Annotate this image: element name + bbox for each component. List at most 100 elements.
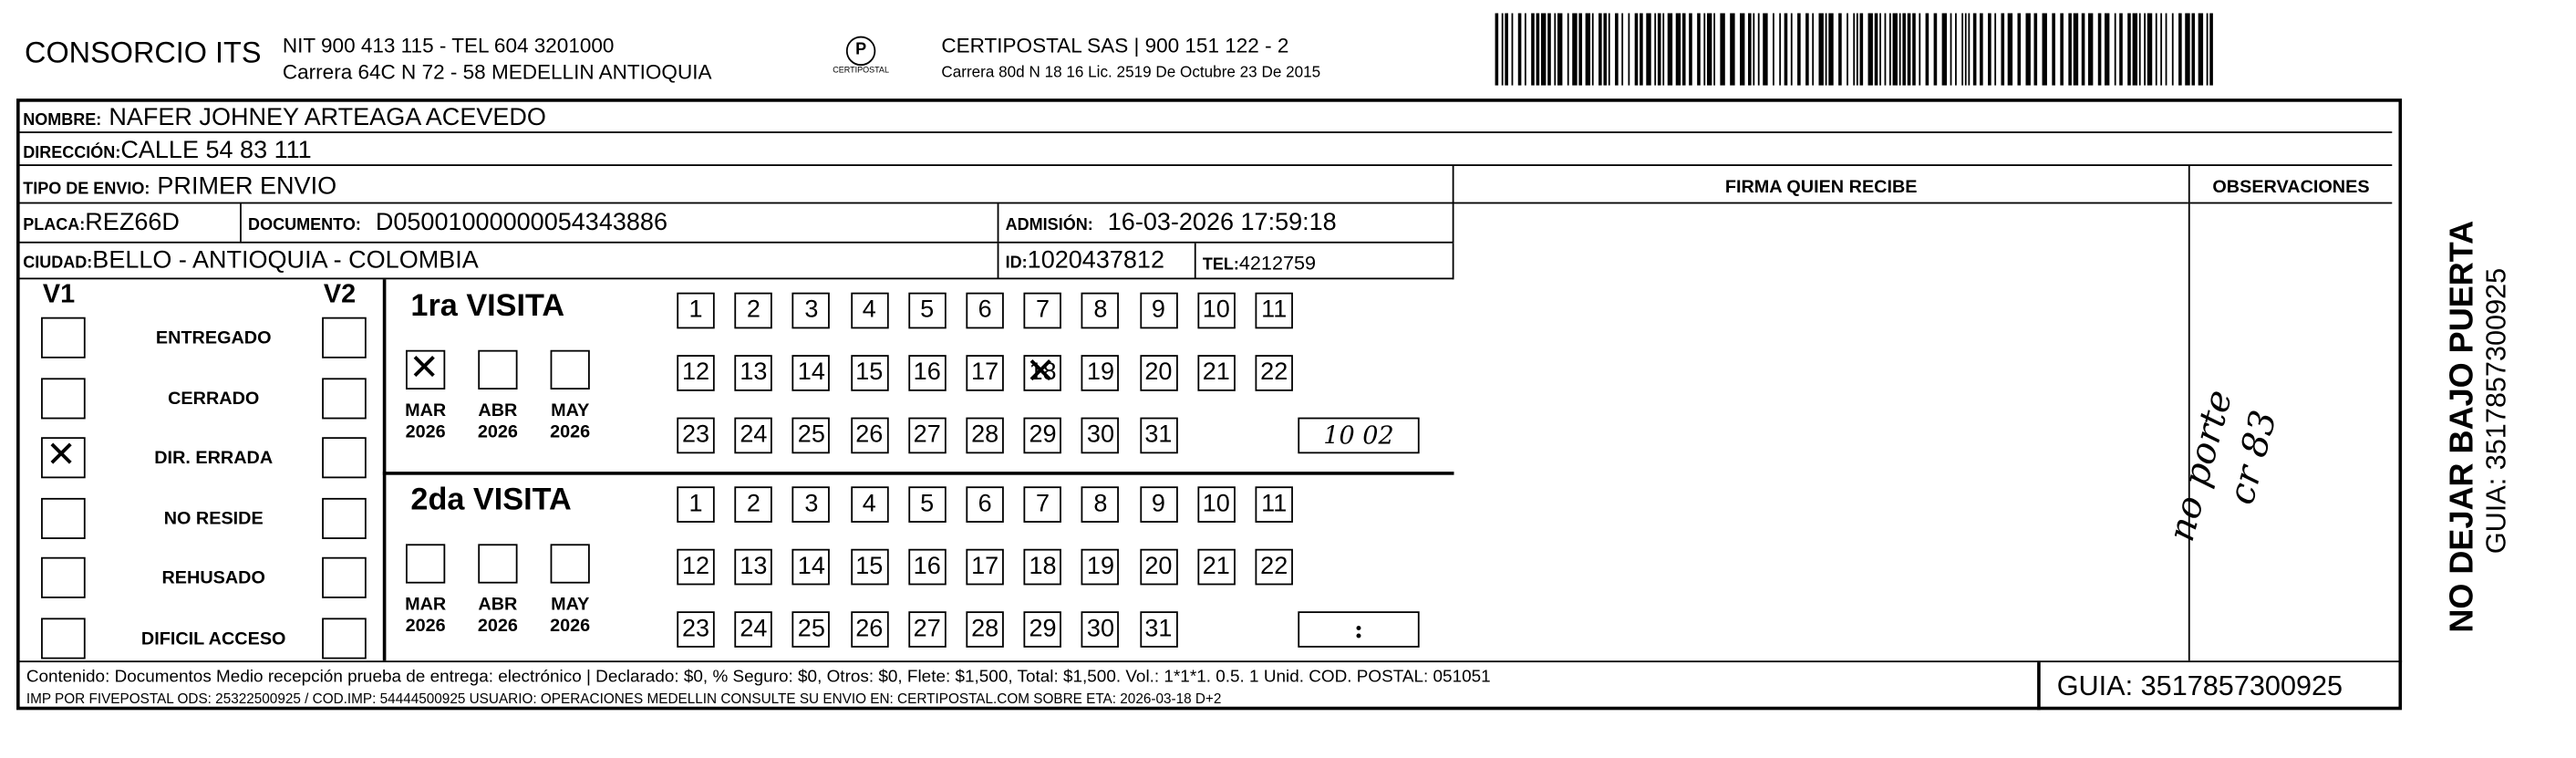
placa-value: REZ66D: [85, 208, 180, 237]
day-box[interactable]: 24: [734, 611, 773, 648]
time-field[interactable]: :: [1298, 611, 1420, 648]
v1-checkbox[interactable]: [41, 497, 86, 539]
v2-checkbox[interactable]: [322, 617, 367, 659]
day-box[interactable]: 19: [1081, 548, 1120, 586]
v1-checkbox[interactable]: [41, 317, 86, 358]
day-box[interactable]: 28: [966, 611, 1004, 648]
day-box[interactable]: 7: [1023, 292, 1062, 329]
day-box[interactable]: 18 ✕: [1023, 354, 1062, 391]
barcode-bar: [1572, 13, 1578, 86]
v2-checkbox[interactable]: [322, 377, 367, 419]
month-checkbox[interactable]: [550, 544, 590, 584]
day-box[interactable]: 30: [1081, 611, 1120, 648]
day-box[interactable]: 6: [966, 292, 1004, 329]
barcode-bar: [2017, 13, 2022, 86]
day-box[interactable]: 29: [1023, 611, 1062, 648]
barcode-bar: [2155, 13, 2157, 86]
day-box[interactable]: 17: [966, 355, 1004, 391]
day-box[interactable]: 11: [1255, 486, 1293, 523]
day-box[interactable]: 27: [907, 611, 947, 648]
day-box[interactable]: 10: [1197, 292, 1236, 329]
day-box[interactable]: 30: [1081, 417, 1120, 454]
v1-checkbox[interactable]: [41, 377, 86, 419]
day-box[interactable]: 20: [1139, 548, 1178, 586]
time-value: 10 02: [1323, 421, 1394, 451]
day-box[interactable]: 11: [1255, 292, 1293, 329]
day-box[interactable]: 9: [1139, 486, 1178, 523]
day-box[interactable]: 6: [966, 486, 1004, 523]
day-box[interactable]: 12: [677, 355, 715, 391]
day-box[interactable]: 17: [966, 548, 1004, 586]
v2-checkbox[interactable]: [322, 437, 367, 479]
barcode-bar: [2191, 13, 2196, 86]
day-box[interactable]: 8: [1081, 292, 1120, 329]
day-box[interactable]: 1: [677, 292, 715, 329]
day-box[interactable]: 24: [734, 417, 773, 454]
day-box[interactable]: 18: [1023, 548, 1062, 586]
row-placa: PLACA:REZ66D DOCUMENTO: D050010000000543…: [16, 203, 1454, 244]
barcode-bar: [1667, 13, 1673, 86]
month-name: ABR: [478, 595, 518, 615]
day-box[interactable]: 22: [1255, 355, 1293, 391]
day-box[interactable]: 21: [1197, 548, 1236, 586]
month-checkbox[interactable]: [406, 544, 446, 584]
day-box[interactable]: 25: [792, 417, 831, 454]
day-box[interactable]: 28: [966, 417, 1004, 454]
day-box[interactable]: 10: [1197, 486, 1236, 523]
day-box[interactable]: 1: [677, 486, 715, 523]
main-table: [16, 99, 2403, 711]
time-field[interactable]: 10 02: [1298, 417, 1420, 454]
ciudad-value: BELLO - ANTIOQUIA - COLOMBIA: [92, 246, 479, 275]
day-box[interactable]: 4: [850, 292, 888, 329]
day-box[interactable]: 15: [850, 355, 888, 391]
day-box[interactable]: 13: [734, 548, 773, 586]
day-box[interactable]: 21: [1197, 355, 1236, 391]
day-box[interactable]: 3: [792, 292, 831, 329]
barcode-bar: [1955, 13, 1957, 86]
day-box[interactable]: 5: [907, 486, 947, 523]
day-box[interactable]: 4: [850, 486, 888, 523]
day-box[interactable]: 16: [907, 355, 947, 391]
day-box[interactable]: 13: [734, 355, 773, 391]
day-box[interactable]: 19: [1081, 355, 1120, 391]
v1-checkbox[interactable]: [41, 617, 86, 659]
day-box[interactable]: 7: [1023, 486, 1062, 523]
day-box[interactable]: 26: [850, 417, 888, 454]
barcode-bar: [1713, 13, 1715, 86]
day-box[interactable]: 5: [907, 292, 947, 329]
day-box[interactable]: 25: [792, 611, 831, 648]
day-box[interactable]: 2: [734, 486, 773, 523]
day-box[interactable]: 3: [792, 486, 831, 523]
month-checkbox[interactable]: [478, 544, 518, 584]
day-box[interactable]: 16: [907, 548, 947, 586]
day-box[interactable]: 9: [1139, 292, 1178, 329]
v1-checkbox[interactable]: [41, 556, 86, 598]
month-checkbox[interactable]: [550, 349, 590, 390]
day-box[interactable]: 23: [677, 417, 715, 454]
month-checkbox[interactable]: ✕: [406, 349, 446, 390]
v1-checkbox[interactable]: ✕: [41, 437, 86, 479]
barcode-bar: [1524, 13, 1526, 86]
v2-checkbox[interactable]: [322, 317, 367, 358]
day-box[interactable]: 27: [907, 417, 947, 454]
certipostal-logo: P CERTIPOSTAL: [826, 36, 895, 76]
day-box[interactable]: 20: [1139, 355, 1178, 391]
barcode-bar: [1628, 13, 1630, 86]
day-box[interactable]: 8: [1081, 486, 1120, 523]
day-box[interactable]: 12: [677, 548, 715, 586]
month-checkbox[interactable]: [478, 349, 518, 390]
day-box[interactable]: 15: [850, 548, 888, 586]
day-box[interactable]: 26: [850, 611, 888, 648]
v2-checkbox[interactable]: [322, 556, 367, 598]
day-box[interactable]: 31: [1139, 611, 1178, 648]
day-box[interactable]: 31: [1139, 417, 1178, 454]
day-box[interactable]: 22: [1255, 548, 1293, 586]
barcode-bar: [1784, 13, 1788, 86]
barcode-bar: [2097, 13, 2102, 86]
day-box[interactable]: 14: [792, 355, 831, 391]
v2-checkbox[interactable]: [322, 497, 367, 539]
day-box[interactable]: 2: [734, 292, 773, 329]
day-box[interactable]: 23: [677, 611, 715, 648]
day-box[interactable]: 14: [792, 548, 831, 586]
day-box[interactable]: 29: [1023, 417, 1062, 454]
